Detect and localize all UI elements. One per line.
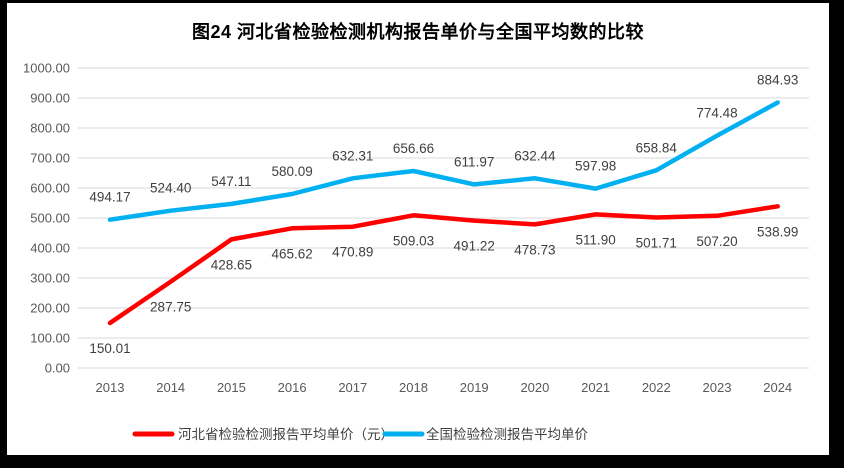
data-label-hebei: 507.20	[696, 234, 737, 249]
data-label-hebei: 509.03	[393, 233, 434, 248]
data-label-hebei: 150.01	[89, 341, 130, 356]
chart-title: 图24 河北省检验检测机构报告单价与全国平均数的比较	[191, 22, 645, 42]
x-tick-label: 2020	[520, 380, 549, 395]
data-label-national: 494.17	[89, 190, 130, 205]
data-label-hebei: 428.65	[211, 257, 252, 272]
y-tick-label: 200.00	[30, 301, 70, 316]
y-tick-label: 700.00	[30, 151, 70, 166]
data-label-national: 632.31	[332, 148, 373, 163]
x-tick-label: 2022	[642, 380, 671, 395]
chart-canvas: 图24 河北省检验检测机构报告单价与全国平均数的比较 0.00 100.00 200…	[7, 3, 829, 455]
data-label-national: 580.09	[271, 164, 312, 179]
series-line-national	[107, 100, 780, 222]
data-label-hebei: 511.90	[575, 232, 615, 247]
line-chart: 0.00 100.00 200.00 300.00 400.00 500.00 600.00…	[23, 61, 809, 442]
y-tick-label: 800.00	[30, 121, 70, 136]
data-label-national: 632.44	[514, 148, 556, 163]
x-tick-label: 2016	[278, 380, 307, 395]
y-tick-label: 400.00	[30, 241, 70, 256]
data-label-hebei: 465.62	[271, 246, 312, 261]
legend-label-national: 全国检验检测报告平均单价	[426, 426, 588, 442]
data-label-national: 658.84	[636, 140, 678, 155]
data-label-hebei: 470.89	[332, 245, 373, 260]
x-tick-label: 2024	[763, 380, 792, 395]
data-label-hebei: 478.73	[514, 242, 555, 257]
x-tick-label: 2023	[703, 380, 732, 395]
data-label-national: 547.11	[211, 174, 251, 189]
y-tick-label: 300.00	[30, 271, 70, 286]
x-tick-label: 2018	[399, 380, 428, 395]
legend-label-hebei: 河北省检验检测报告平均单价（元）	[178, 427, 394, 442]
data-label-national: 597.98	[575, 159, 616, 174]
series-line-hebei	[107, 204, 780, 326]
y-tick-label: 900.00	[30, 91, 70, 106]
x-tick-label: 2013	[96, 380, 125, 395]
x-tick-label: 2021	[581, 380, 610, 395]
data-label-hebei: 491.22	[454, 239, 495, 254]
data-label-hebei: 538.99	[757, 224, 798, 239]
x-tick-label: 2014	[156, 380, 185, 395]
y-tick-label: 0.00	[45, 361, 70, 376]
y-tick-label: 500.00	[30, 211, 70, 226]
y-tick-label: 1000.00	[23, 61, 70, 76]
data-label-national: 884.93	[757, 73, 798, 88]
y-tick-label: 100.00	[30, 331, 70, 346]
data-label-national: 774.48	[696, 106, 737, 121]
y-tick-label: 600.00	[30, 181, 70, 196]
data-label-national: 611.97	[454, 154, 494, 169]
data-label-national: 656.66	[393, 141, 434, 156]
data-label-hebei: 287.75	[150, 300, 191, 315]
data-label-hebei: 501.71	[636, 235, 677, 250]
x-tick-label: 2019	[460, 380, 489, 395]
x-tick-label: 2015	[217, 380, 246, 395]
x-tick-label: 2017	[338, 380, 367, 395]
data-label-national: 524.40	[150, 181, 191, 196]
